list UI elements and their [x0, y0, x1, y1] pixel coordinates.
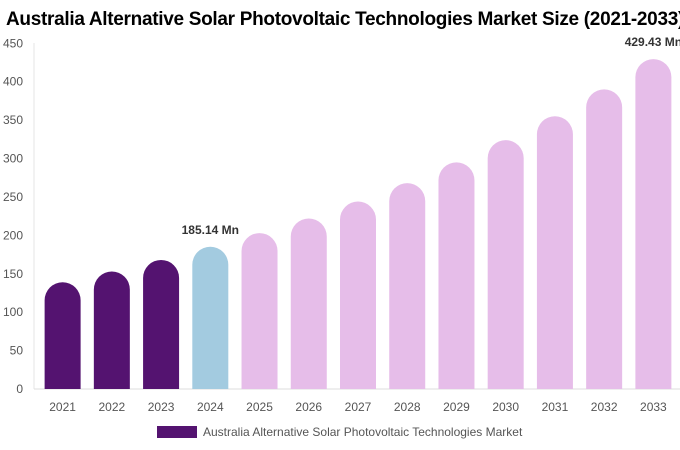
legend: Australia Alternative Solar Photovoltaic…	[157, 425, 522, 439]
x-tick-label: 2030	[492, 400, 519, 414]
x-tick-label: 2032	[591, 400, 618, 414]
bar-2024	[192, 246, 229, 389]
x-tick-label: 2031	[542, 400, 569, 414]
x-tick-label: 2026	[295, 400, 322, 414]
data-label: 429.43 Mn	[625, 35, 680, 49]
x-tick-label: 2029	[443, 400, 470, 414]
data-label: 185.14 Mn	[182, 223, 239, 237]
y-tick-label: 250	[3, 190, 23, 204]
y-tick-label: 300	[3, 152, 23, 166]
x-tick-label: 2024	[197, 400, 224, 414]
bar-2031	[536, 116, 573, 389]
x-tick-label: 2027	[345, 400, 372, 414]
bar-2033	[635, 59, 672, 390]
bar-2025	[241, 233, 278, 389]
bar-2027	[340, 201, 376, 389]
bar-2023	[143, 259, 180, 389]
x-tick-label: 2033	[640, 400, 667, 414]
legend-label: Australia Alternative Solar Photovoltaic…	[203, 425, 523, 439]
x-tick-label: 2022	[98, 400, 125, 414]
x-tick-label: 2023	[148, 400, 175, 414]
chart-title: Australia Alternative Solar Photovoltaic…	[5, 9, 680, 30]
bar-2030	[487, 140, 524, 389]
y-tick-label: 350	[3, 113, 23, 127]
y-tick-label: 0	[16, 382, 23, 396]
x-tick-label: 2025	[246, 400, 273, 414]
y-tick-label: 100	[3, 305, 23, 319]
y-tick-label: 50	[10, 344, 24, 358]
legend-swatch	[157, 426, 197, 438]
bar-2026	[290, 218, 327, 389]
y-tick-label: 400	[3, 75, 23, 89]
y-tick-label: 150	[3, 267, 23, 281]
y-tick-label: 200	[3, 228, 23, 242]
x-tick-label: 2021	[49, 400, 76, 414]
bar-2029	[438, 162, 475, 389]
bar-2028	[389, 183, 426, 389]
bar-2032	[586, 89, 623, 389]
bar-2021	[44, 282, 81, 389]
x-tick-label: 2028	[394, 400, 421, 414]
bar-2022	[93, 271, 130, 389]
y-tick-label: 450	[3, 36, 23, 50]
